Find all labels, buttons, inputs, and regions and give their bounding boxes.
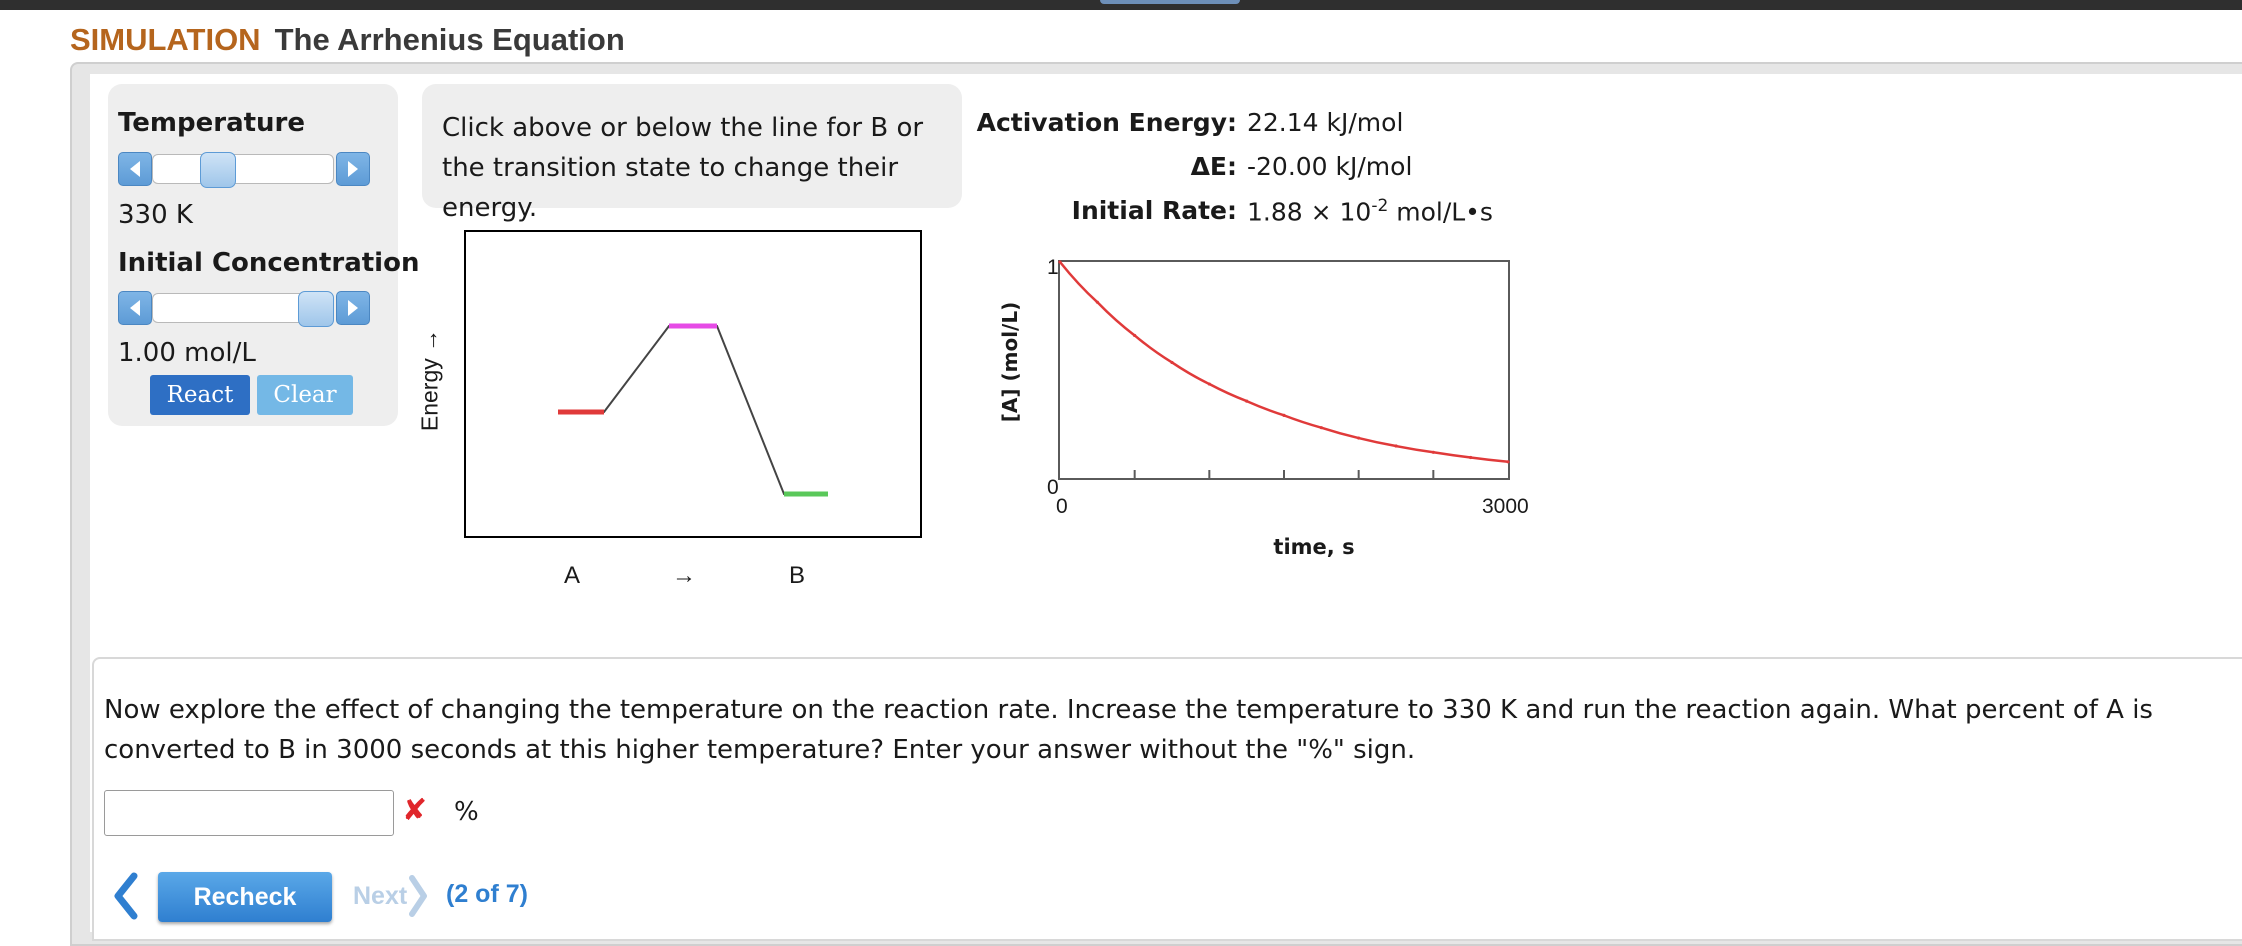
concentration-time-plot bbox=[1058, 260, 1510, 480]
activation-energy-label: Activation Energy: bbox=[976, 108, 1237, 137]
simulation-label: SIMULATION bbox=[70, 22, 261, 57]
percent-unit: % bbox=[454, 797, 479, 827]
y-tick-top: 1 bbox=[1047, 256, 1059, 279]
plot-svg bbox=[1058, 260, 1510, 478]
next-label: Next bbox=[353, 881, 408, 910]
concentration-data-point bbox=[1431, 450, 1435, 454]
concentration-decrease-icon[interactable] bbox=[118, 291, 152, 325]
concentration-increase-icon[interactable] bbox=[336, 291, 370, 325]
next-chevron-icon bbox=[409, 875, 428, 917]
product-b-label: B bbox=[788, 562, 806, 589]
initial-rate-value: 1.88 × 10-2 mol/L•s bbox=[1247, 196, 1493, 226]
concentration-slider-thumb[interactable] bbox=[298, 291, 334, 327]
temperature-decrease-icon[interactable] bbox=[118, 152, 152, 186]
reactant-a-label: A bbox=[563, 562, 581, 589]
top-bar bbox=[0, 0, 2242, 10]
incorrect-x-icon: ✘ bbox=[402, 793, 428, 828]
react-button[interactable]: React bbox=[150, 375, 250, 415]
temperature-slider[interactable] bbox=[118, 152, 370, 188]
control-panel bbox=[108, 84, 398, 426]
concentration-data-point bbox=[1394, 444, 1398, 448]
recheck-button[interactable]: Recheck bbox=[158, 872, 332, 922]
x-tick-right: 3000 bbox=[1482, 495, 1529, 518]
concentration-data-point bbox=[1245, 399, 1249, 403]
initial-rate-exponent: -2 bbox=[1371, 196, 1389, 216]
activation-energy-value: 22.14 kJ/mol bbox=[1247, 108, 1404, 137]
temperature-label: Temperature bbox=[118, 108, 306, 138]
concentration-data-point bbox=[1506, 460, 1510, 464]
concentration-data-point bbox=[1357, 436, 1361, 440]
concentration-data-point bbox=[1469, 455, 1473, 460]
question-panel bbox=[92, 657, 2242, 941]
delta-e-label: ΔE: bbox=[1190, 152, 1237, 181]
concentration-value: 1.00 mol/L bbox=[118, 338, 256, 368]
concentration-data-point bbox=[1282, 413, 1286, 417]
delta-e-value: -20.00 kJ/mol bbox=[1247, 152, 1413, 181]
answer-input[interactable] bbox=[104, 790, 394, 836]
concentration-series-line bbox=[1059, 261, 1509, 464]
clear-button[interactable]: Clear bbox=[257, 375, 353, 415]
temperature-increase-icon[interactable] bbox=[336, 152, 370, 186]
initial-rate-label: Initial Rate: bbox=[1071, 196, 1237, 225]
concentration-data-point bbox=[1207, 382, 1211, 386]
temperature-slider-track[interactable] bbox=[152, 154, 334, 184]
references-tab[interactable] bbox=[1100, 0, 1240, 4]
reaction-arrow-label: → bbox=[672, 562, 696, 589]
question-progress: (2 of 7) bbox=[446, 880, 528, 908]
initial-rate-unit: mol/L•s bbox=[1388, 197, 1493, 227]
instruction-text: Click above or below the line for B or t… bbox=[442, 113, 924, 223]
temperature-slider-thumb[interactable] bbox=[200, 152, 236, 188]
concentration-data-point bbox=[1095, 300, 1099, 304]
x-tick-left: 0 bbox=[1056, 495, 1068, 518]
question-text: Now explore the effect of changing the t… bbox=[104, 695, 2153, 765]
concentration-data-point bbox=[1133, 333, 1137, 338]
concentration-slider[interactable] bbox=[118, 291, 370, 327]
concentration-data-point bbox=[1058, 260, 1062, 264]
simulation-title: The Arrhenius Equation bbox=[274, 22, 625, 57]
energy-axis-label: Energy → bbox=[416, 328, 443, 432]
concentration-label: Initial Concentration bbox=[118, 248, 420, 278]
time-axis-label: time, s bbox=[1273, 535, 1355, 559]
y-tick-bottom: 0 bbox=[1047, 476, 1059, 499]
energy-diagram[interactable] bbox=[464, 230, 922, 538]
page-title: SIMULATION The Arrhenius Equation bbox=[70, 22, 625, 58]
instruction-box: Click above or below the line for B or t… bbox=[422, 84, 962, 223]
concentration-axis-label: [A] (mol/L) bbox=[998, 301, 1022, 423]
previous-chevron-icon[interactable] bbox=[110, 870, 140, 926]
initial-rate-mantissa: 1.88 × 10 bbox=[1247, 197, 1372, 227]
concentration-data-point bbox=[1319, 426, 1323, 430]
energy-diagram-svg[interactable] bbox=[466, 232, 920, 536]
next-button[interactable]: Next bbox=[353, 874, 429, 918]
temperature-value: 330 K bbox=[118, 200, 193, 230]
concentration-data-point bbox=[1170, 360, 1174, 365]
